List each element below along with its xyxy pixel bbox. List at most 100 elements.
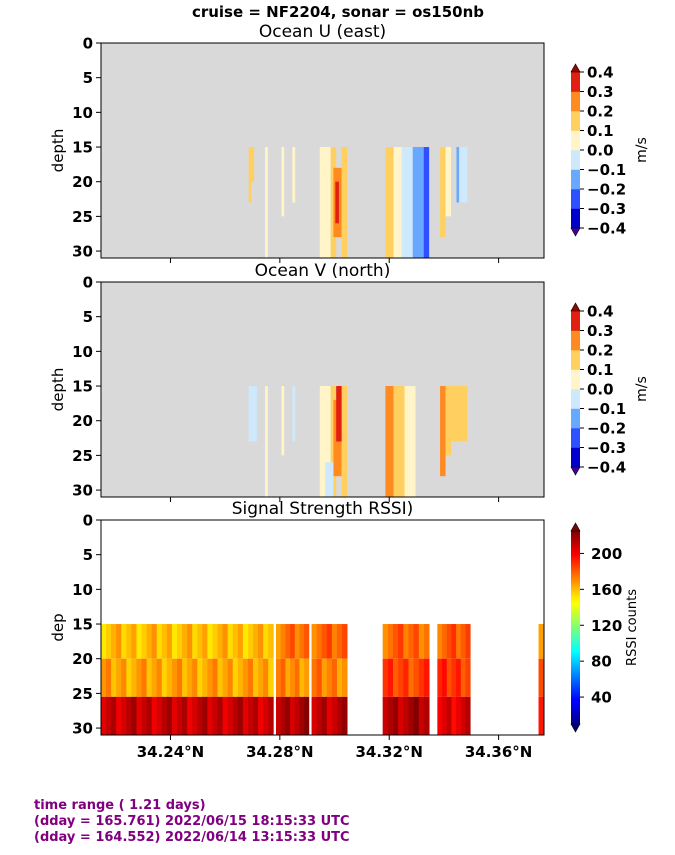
data-cell bbox=[335, 181, 339, 224]
rssi-cell bbox=[290, 658, 296, 697]
data-cell bbox=[292, 147, 296, 203]
rssi-cell bbox=[451, 658, 457, 697]
x-tick-label: 34.36°N bbox=[465, 743, 533, 761]
rssi-cell bbox=[126, 658, 132, 697]
data-cell bbox=[265, 147, 268, 258]
colorbar-band bbox=[571, 150, 580, 170]
colorbar-band bbox=[571, 130, 580, 151]
rssi-cell bbox=[247, 696, 254, 735]
rssi-cell bbox=[242, 696, 249, 735]
colorbar-band bbox=[571, 208, 580, 229]
colorbar-tick-label: 0.0 bbox=[587, 142, 614, 160]
y-tick-label: 30 bbox=[72, 243, 93, 261]
data-cell bbox=[393, 147, 402, 258]
colorbar-label: m/s bbox=[634, 137, 650, 163]
rssi-cell bbox=[336, 658, 343, 697]
rssi-cell bbox=[299, 624, 305, 659]
rssi-cell bbox=[280, 658, 286, 697]
rssi-cell bbox=[418, 624, 425, 659]
rssi-cell bbox=[408, 624, 415, 659]
colorbar-tick-label: 0.3 bbox=[587, 83, 614, 101]
colorbar-tick-label: 0.4 bbox=[587, 303, 614, 321]
rssi-cell bbox=[326, 658, 333, 697]
rssi-cell bbox=[336, 696, 343, 735]
rssi-cell bbox=[460, 658, 466, 697]
colorbar-tick-label: −0.1 bbox=[587, 400, 626, 418]
rssi-cell bbox=[304, 624, 310, 659]
rssi-cell bbox=[227, 658, 234, 697]
rssi-cell bbox=[331, 658, 338, 697]
colorbar-extend-bottom bbox=[570, 723, 581, 733]
rssi-cell bbox=[197, 658, 203, 697]
rssi-cell bbox=[106, 658, 112, 697]
rssi-cell bbox=[202, 658, 208, 697]
data-cell bbox=[265, 386, 268, 497]
y-tick-label: 10 bbox=[72, 581, 93, 599]
rssi-cell bbox=[116, 658, 122, 697]
colorbar-tick-label: 40 bbox=[591, 689, 612, 707]
rssi-cell bbox=[156, 696, 163, 735]
rssi-cell bbox=[151, 696, 158, 735]
rssi-cell bbox=[258, 658, 264, 697]
y-tick-label: 25 bbox=[72, 208, 93, 226]
data-cell bbox=[456, 147, 460, 203]
rssi-cell bbox=[437, 624, 443, 659]
rssi-cell bbox=[232, 658, 239, 697]
panel-title: Signal Strength RSSI) bbox=[232, 499, 414, 519]
rssi-cell bbox=[538, 696, 545, 735]
rssi-cell bbox=[299, 658, 305, 697]
rssi-cell bbox=[387, 658, 394, 697]
footer-line-2: (dday = 165.761) 2022/06/15 18:15:33 UTC bbox=[34, 814, 350, 829]
footer-line-1: time range ( 1.21 days) bbox=[34, 798, 206, 813]
rssi-cell bbox=[182, 696, 188, 735]
colorbar-tick-label: 0.0 bbox=[587, 381, 614, 399]
colorbar-label: m/s bbox=[634, 376, 650, 402]
plot-frame bbox=[100, 42, 545, 259]
colorbar-tick-label: 0.1 bbox=[587, 122, 614, 140]
rssi-cell bbox=[177, 696, 183, 735]
rssi-cell bbox=[418, 658, 425, 697]
colorbar-band bbox=[571, 311, 580, 331]
rssi-cell bbox=[387, 624, 394, 659]
y-tick-label: 5 bbox=[83, 69, 93, 87]
rssi-cell bbox=[398, 624, 404, 659]
data-cell bbox=[440, 147, 446, 238]
colorbar-tick-label: 0.2 bbox=[587, 103, 614, 121]
data-cell bbox=[404, 386, 416, 497]
colorbar-band bbox=[571, 111, 580, 131]
rssi-cell bbox=[116, 624, 122, 659]
y-tick-label: 0 bbox=[83, 35, 93, 53]
rssi-cell bbox=[280, 696, 286, 735]
rssi-cell bbox=[121, 658, 127, 697]
rssi-cell bbox=[316, 696, 323, 735]
rssi-cell bbox=[101, 696, 107, 735]
rssi-cell bbox=[212, 658, 218, 697]
rssi-cell bbox=[311, 624, 318, 659]
rssi-cell bbox=[285, 658, 291, 697]
rssi-cell bbox=[442, 658, 448, 697]
rssi-cell bbox=[131, 658, 137, 697]
y-tick-label: 0 bbox=[83, 512, 93, 530]
x-tick-label: 34.32°N bbox=[355, 743, 423, 761]
rssi-cell bbox=[222, 658, 229, 697]
rssi-cell bbox=[451, 696, 457, 735]
rssi-cell bbox=[182, 624, 188, 659]
y-tick-label: 25 bbox=[72, 685, 93, 703]
y-tick-label: 25 bbox=[72, 447, 93, 465]
rssi-cell bbox=[263, 658, 269, 697]
data-cell bbox=[440, 386, 446, 477]
rssi-cell bbox=[382, 658, 389, 697]
rssi-cell bbox=[392, 696, 399, 735]
colorbar-tick-label: 200 bbox=[591, 545, 622, 563]
data-cell bbox=[248, 147, 252, 203]
rssi-cell bbox=[276, 658, 282, 697]
data-cell bbox=[251, 147, 255, 182]
rssi-cell bbox=[217, 658, 224, 697]
rssi-cell bbox=[136, 624, 142, 659]
rssi-cell bbox=[387, 696, 394, 735]
rssi-cell bbox=[146, 624, 153, 659]
y-tick-label: 0 bbox=[83, 274, 93, 292]
rssi-cell bbox=[268, 624, 274, 659]
rssi-cell bbox=[304, 658, 310, 697]
rssi-cell bbox=[321, 658, 328, 697]
